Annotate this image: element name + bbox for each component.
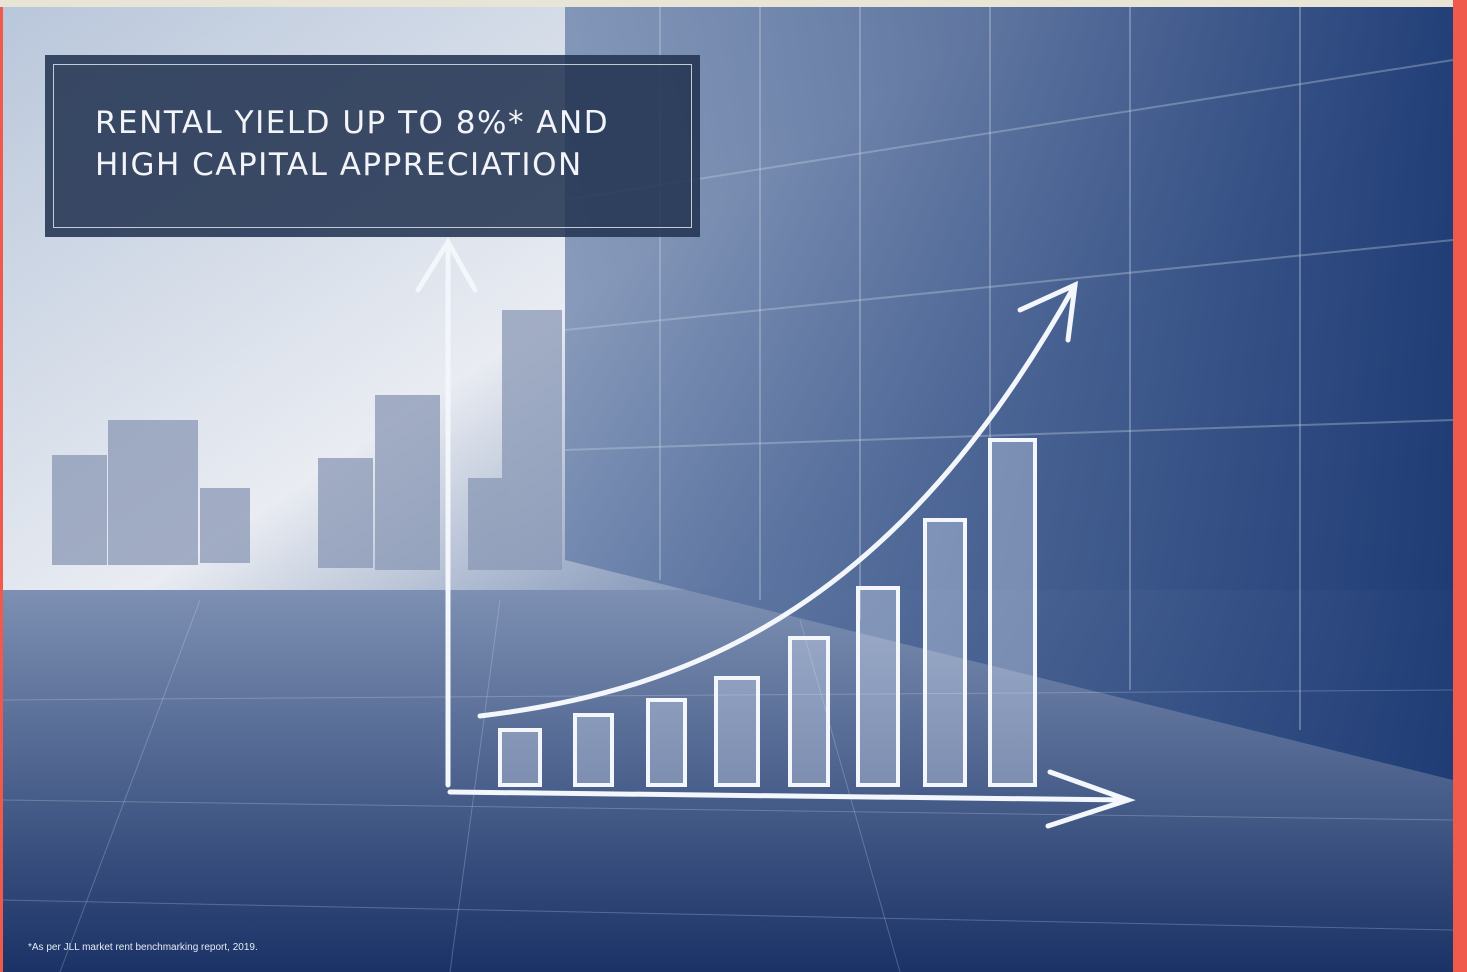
headline-line: HIGH CAPITAL APPRECIATION	[95, 147, 583, 183]
chalk-chart	[415, 237, 1136, 829]
floor-tiles	[2, 599, 1454, 972]
skyline	[52, 310, 562, 570]
top-strip	[0, 0, 1453, 7]
headline-box: RENTAL YIELD UP TO 8%* AND HIGH CAPITAL …	[45, 55, 700, 237]
facade-grid	[564, 7, 1454, 730]
footnote: *As per JLL market rent benchmarking rep…	[28, 942, 258, 953]
headline-line: RENTAL YIELD UP TO 8%* AND	[95, 105, 610, 141]
headline-border	[53, 64, 692, 228]
